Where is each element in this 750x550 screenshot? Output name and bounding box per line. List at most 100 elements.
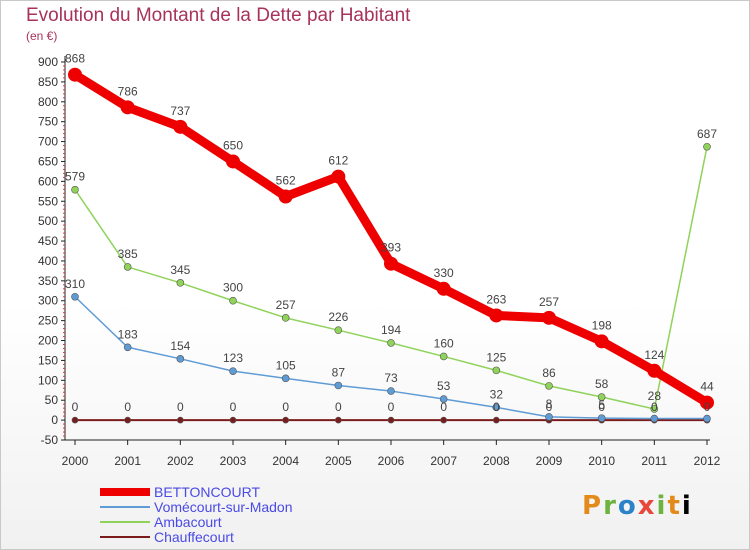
y-tick-label: 200: [38, 334, 58, 348]
bettoncourt-point: [120, 100, 135, 115]
bettoncourt-data-label: 737: [170, 104, 190, 118]
ambacourt-point: [650, 405, 659, 413]
chauffecourt-data-label: 0: [177, 400, 184, 414]
vomecourt-point: [123, 343, 132, 352]
bettoncourt-data-label: 612: [328, 154, 348, 168]
legend-item-ambacourt: Ambacourt: [100, 514, 293, 530]
y-tick-label: 700: [38, 135, 58, 149]
bettoncourt-point: [173, 119, 188, 134]
chauffecourt-data-label: 0: [282, 400, 289, 414]
vomecourt-data-label: 123: [223, 351, 243, 365]
y-tick-label: 650: [38, 154, 58, 168]
bettoncourt-data-label: 124: [644, 348, 664, 362]
vomecourt-point: [229, 367, 237, 375]
ambacourt-data-label: 687: [697, 127, 717, 141]
y-tick-label: 400: [38, 254, 58, 268]
bettoncourt-point: [489, 308, 504, 323]
vomecourt-data-label: 310: [65, 277, 85, 291]
bettoncourt-data-label: 257: [539, 295, 559, 309]
y-tick-label: 450: [38, 234, 58, 248]
vomecourt-data-label: 53: [437, 379, 451, 393]
ambacourt-point: [387, 339, 395, 347]
y-tick-label: 550: [38, 194, 58, 208]
bettoncourt-data-label: 263: [486, 292, 506, 306]
chauffecourt-data-label: 0: [335, 400, 342, 414]
bettoncourt-data-label: 650: [223, 138, 243, 152]
x-tick-label: 2003: [220, 454, 247, 468]
vomecourt-data-label: 154: [170, 339, 190, 353]
chauffecourt-data-label: 0: [124, 400, 131, 414]
ambacourt-data-label: 194: [381, 323, 401, 337]
ambacourt-data-label: 300: [223, 281, 243, 295]
ambacourt-data-label: 28: [648, 389, 662, 403]
vomecourt-point: [387, 387, 395, 395]
legend-label: BETTONCOURT: [154, 483, 261, 500]
x-tick-label: 2012: [694, 454, 721, 468]
chauffecourt-point: [282, 416, 289, 424]
bettoncourt-point: [226, 154, 240, 169]
vomecourt-point: [281, 374, 290, 383]
chauffecourt-data-label: 0: [598, 400, 605, 414]
ambacourt-point: [597, 393, 606, 401]
legend-swatch: [100, 535, 150, 538]
vomecourt-point: [492, 403, 501, 412]
vomecourt-point: [439, 395, 448, 403]
ambacourt-point: [176, 279, 185, 287]
y-tick-label: -50: [41, 433, 59, 447]
x-tick-label: 2011: [641, 454, 667, 468]
chauffecourt-point: [71, 416, 79, 424]
y-tick-label: 900: [38, 55, 58, 69]
x-tick-label: 2000: [62, 454, 89, 468]
bettoncourt-data-label: 868: [65, 52, 85, 66]
legend-item-bettoncourt: BETTONCOURT: [100, 483, 293, 500]
legend-item-vomecourt: Vomécourt-sur-Madon: [100, 498, 293, 515]
legend-swatch: [100, 487, 150, 496]
bettoncourt-data-label: 393: [381, 241, 401, 255]
y-tick-label: 0: [51, 413, 58, 427]
y-tick-label: 250: [38, 314, 58, 328]
chauffecourt-data-label: 0: [704, 400, 711, 414]
ambacourt-data-label: 257: [276, 298, 296, 312]
x-tick-label: 2010: [588, 454, 615, 468]
y-tick-label: 750: [38, 115, 58, 129]
proxiti-logo: Proxiti: [582, 491, 693, 521]
bettoncourt-point: [384, 256, 398, 271]
legend-label: Vomécourt-sur-Madon: [154, 498, 293, 515]
legend-swatch: [100, 520, 150, 523]
chauffecourt-data-label: 0: [440, 400, 447, 414]
ambacourt-point: [545, 382, 553, 390]
y-tick-label: 300: [38, 294, 58, 308]
chauffecourt-point: [177, 416, 184, 424]
chauffecourt-data-label: 0: [72, 400, 79, 414]
bettoncourt-point: [331, 169, 346, 184]
x-tick-label: 2005: [325, 454, 352, 468]
bettoncourt-point: [278, 189, 293, 204]
x-tick-label: 2004: [272, 454, 299, 468]
vomecourt-data-label: 32: [490, 387, 504, 401]
ambacourt-data-label: 58: [595, 377, 609, 391]
chauffecourt-point: [387, 416, 395, 424]
chart-legend: BETTONCOURT Vomécourt-sur-Madon Ambacourt C…: [100, 483, 293, 545]
chauffecourt-point: [124, 416, 131, 424]
chart-title: Evolution du Montant de la Dette par Hab…: [26, 5, 411, 26]
x-tick-label: 2008: [483, 454, 510, 468]
x-tick-label: 2007: [430, 454, 457, 468]
ambacourt-point: [492, 366, 501, 375]
vomecourt-data-label: 183: [118, 327, 138, 341]
bettoncourt-data-label: 330: [434, 266, 454, 280]
chart-unit: (en €): [26, 29, 58, 43]
bettoncourt-data-label: 786: [118, 84, 138, 98]
vomecourt-point: [703, 414, 711, 423]
vomecourt-point: [334, 381, 343, 390]
legend-label: Chauffecourt: [154, 528, 234, 545]
chauffecourt-point: [493, 416, 500, 424]
ambacourt-data-label: 125: [486, 350, 506, 364]
ambacourt-point: [123, 263, 132, 271]
vomecourt-point: [545, 413, 553, 421]
ambacourt-data-label: 579: [65, 170, 85, 184]
bettoncourt-data-label: 198: [592, 318, 612, 332]
bettoncourt-point: [436, 281, 451, 296]
bettoncourt-point: [594, 334, 609, 349]
vomecourt-data-label: 105: [276, 358, 296, 372]
chauffecourt-point: [335, 416, 342, 424]
